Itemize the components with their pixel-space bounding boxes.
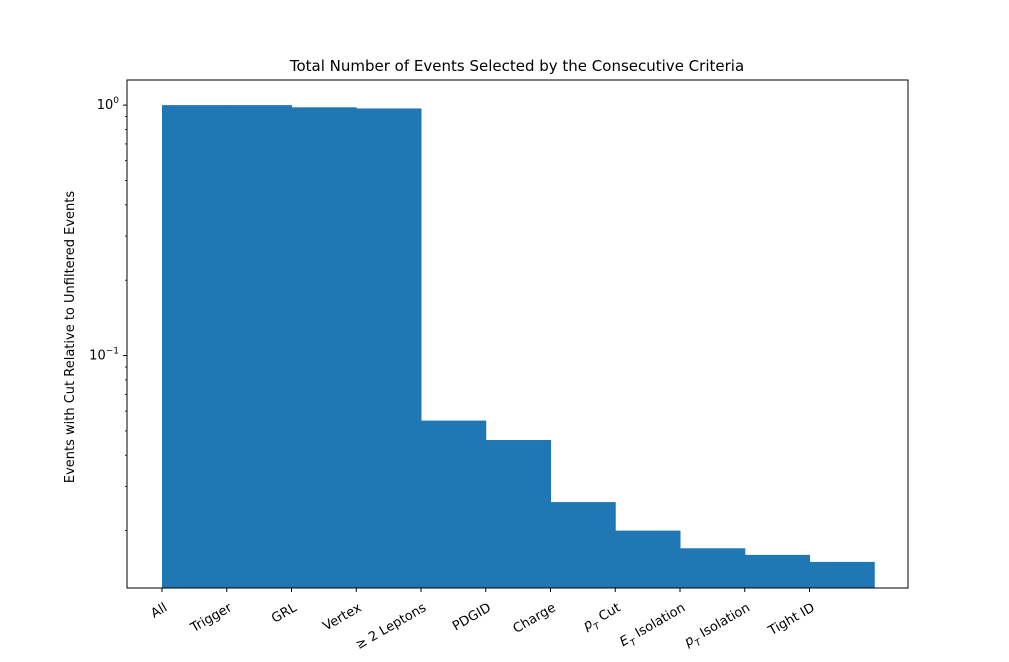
bar-7 [615, 530, 681, 588]
x-tick-label-5: PDGID [450, 600, 494, 634]
bar-8 [680, 548, 746, 588]
bar-9 [744, 554, 810, 588]
x-tick-label-7: pT Cut [580, 600, 625, 637]
chart-title: Total Number of Events Selected by the C… [289, 57, 744, 75]
y-axis-label: Events with Cut Relative to Unfiltered E… [63, 191, 78, 483]
bar-10 [809, 561, 875, 588]
bar-4 [421, 420, 487, 588]
x-tick-label-8: ET Isolation [617, 600, 690, 653]
x-tick-label-2: GRL [269, 600, 300, 627]
x-tick-label-10: Tight ID [765, 600, 817, 639]
bar-3 [356, 108, 422, 589]
x-tick-label-3: Vertex [321, 600, 365, 634]
x-tick-label-4: ≥ 2 Leptons [353, 600, 429, 652]
x-tick-label-9: pT Isolation [681, 600, 755, 653]
bar-6 [550, 502, 616, 588]
bar-2 [291, 107, 357, 589]
bar-1 [226, 105, 292, 588]
bar-0 [162, 105, 228, 588]
y-ticks: 100 10−1 [89, 96, 127, 532]
bar-5 [485, 440, 551, 588]
bars [162, 105, 875, 589]
plot-frame [126, 79, 909, 589]
y-tick-label-0: 100 [97, 96, 120, 113]
x-ticks: All Trigger GRL Vertex≥ 2 Leptons PDGID Charg… [149, 588, 818, 653]
y-tick-label-1: 10−1 [89, 347, 119, 364]
x-tick-label-0: All [149, 600, 170, 621]
x-tick-label-6: Charge [511, 600, 559, 636]
x-tick-label-1: Trigger [188, 600, 236, 636]
